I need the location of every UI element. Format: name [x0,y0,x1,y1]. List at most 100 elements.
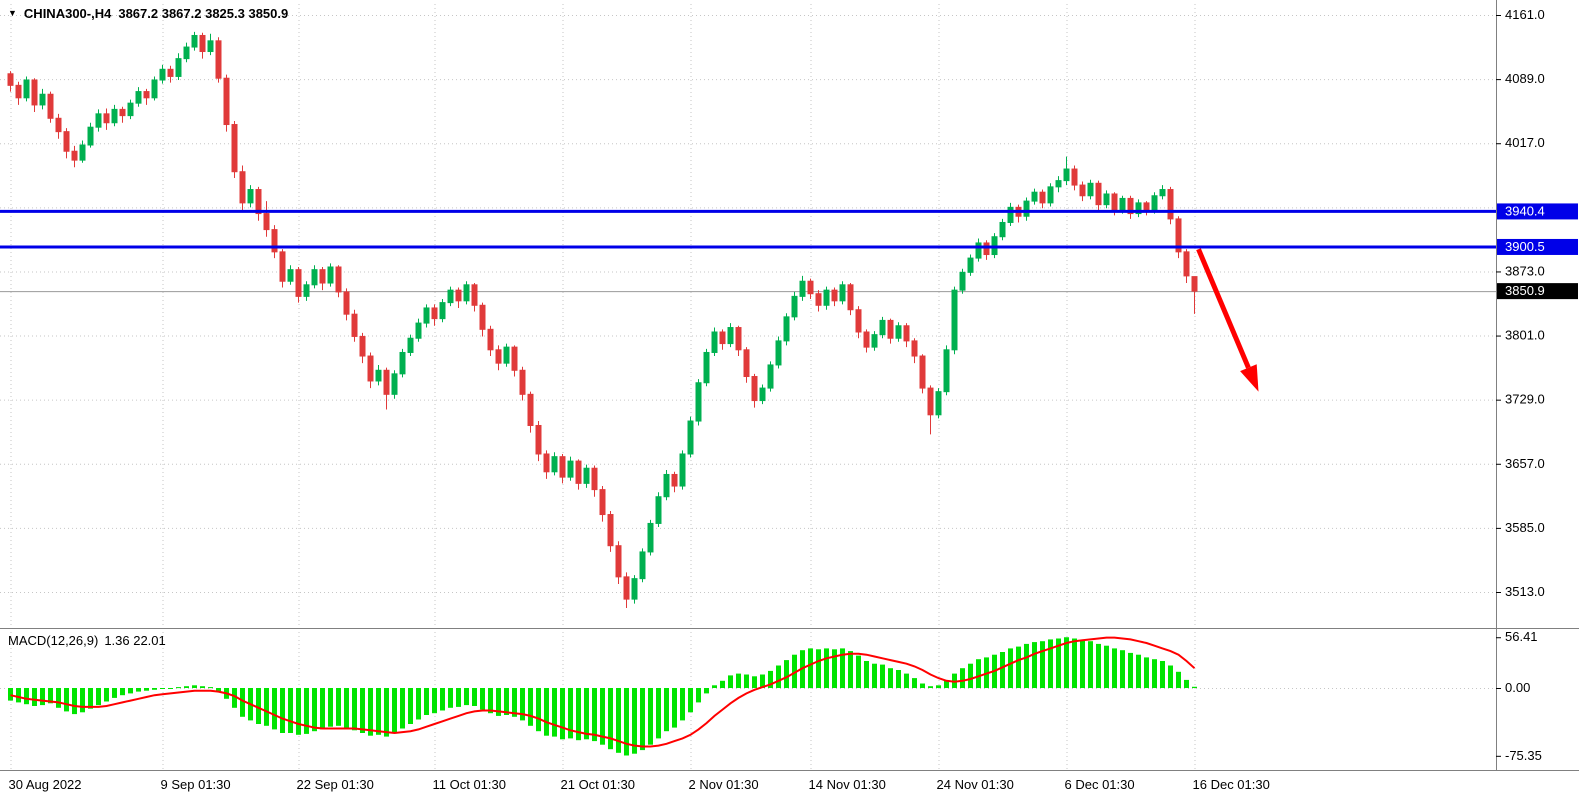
macd-bar [544,688,549,736]
candle-body-down [239,171,246,204]
candle-body-up [79,144,86,161]
macd-bar [1168,665,1173,688]
candle-body-up [415,322,422,339]
candle-body-up [399,351,406,375]
macd-bar [96,688,101,706]
x-axis-label: 21 Oct 01:30 [561,777,635,792]
candle-body-down [903,325,910,342]
candle-body-up [175,58,182,77]
y-axis-label: 3657.0 [1505,456,1545,471]
macd-bar [888,668,893,688]
candle-body-up [687,420,694,455]
candlestick-series [7,31,1198,609]
candle-body-up [647,522,654,553]
macd-bar [1120,650,1125,688]
candle-body-down [319,269,326,284]
macd-bar [728,675,733,688]
candle-body-up [375,369,382,382]
candle-body-up [1007,206,1014,223]
candle-body-down [223,77,230,126]
macd-bar [512,688,517,717]
macd-bar [1016,646,1021,688]
macd-bar [720,680,725,688]
macd-bar [312,688,317,732]
candle-body-up [975,242,982,259]
macd-bar [1176,671,1181,688]
macd-bar [112,688,117,698]
macd-bar [840,648,845,688]
macd-name-label: MACD(12,26,9) [8,633,99,648]
candle-body-down [167,68,174,77]
macd-bar [1088,641,1093,688]
time-axis[interactable]: 30 Aug 2022 9 Sep 01:30 22 Sep 01:30 11 Oct… [9,777,1270,792]
candle-body-down [47,93,54,119]
macd-bar [664,688,669,732]
candle-body-down [519,369,526,395]
candle-body-down [607,514,614,547]
candle-body-down [7,73,14,86]
candle-body-down [199,34,206,53]
candle-body-down [535,424,542,455]
candle-body-up [311,269,318,286]
macd-bar [56,688,61,708]
macd-bar [104,688,109,702]
candle-body-up [1151,195,1158,211]
candle-body-up [287,269,294,282]
x-axis-label: 9 Sep 01:30 [161,777,231,792]
macd-bar [256,688,261,724]
y-axis-label: 3585.0 [1505,520,1545,535]
macd-bar [408,688,413,724]
candle-body-up [631,578,638,600]
macd-bar [48,688,53,704]
macd-bar [784,660,789,688]
macd-bar [472,688,477,706]
macd-bar [832,649,837,688]
trend-arrow-object[interactable] [1196,248,1259,392]
candle-body-down [367,355,374,382]
candle-body-up [407,337,414,353]
y-axis-label: 3873.0 [1505,263,1545,278]
macd-bar [304,688,309,734]
candle-body-down [143,91,150,99]
candle-body-down [855,309,862,333]
y-axis-label: 3513.0 [1505,584,1545,599]
candle-body-down [359,335,366,357]
macd-bar [216,688,221,692]
price-marker-label: 3850.9 [1505,283,1545,298]
macd-bar [400,688,405,729]
macd-bar [272,688,277,730]
price-axis[interactable]: 4161.0 4089.0 4017.0 3873.0 3801.0 3729.0 3657… [1496,7,1578,763]
candle-body-up [183,46,190,60]
horizontal-line-objects[interactable] [0,209,1496,249]
macd-bar [912,678,917,688]
macd-bar [1144,657,1149,688]
macd-bar [336,688,341,726]
macd-bar [424,688,429,715]
candle-body-up [583,467,590,484]
x-axis-label: 30 Aug 2022 [9,777,82,792]
macd-bar [1184,679,1189,688]
triangle-down-icon[interactable]: ▼ [8,8,17,18]
macd-bar [496,688,501,716]
macd-bar [232,688,237,708]
candle-body-down [71,150,78,161]
candle-body-up [967,257,974,273]
candle-body-down [927,387,934,416]
candle-body-up [895,325,902,339]
macd-bar [360,688,365,733]
candle-body-down [255,189,262,215]
arrow-shaft [1196,248,1251,369]
macd-bar [1160,661,1165,688]
candle-body-down [1111,193,1118,211]
macd-bar [576,688,581,741]
candle-body-down [271,229,278,253]
candle-body-up [127,102,134,117]
candle-body-down [431,307,438,320]
macd-bar [1128,652,1133,688]
candle-body-up [551,456,558,473]
candle-body-up [951,289,958,351]
macd-bar [808,648,813,688]
macd-bar [904,673,909,688]
candle-body-up [791,295,798,318]
